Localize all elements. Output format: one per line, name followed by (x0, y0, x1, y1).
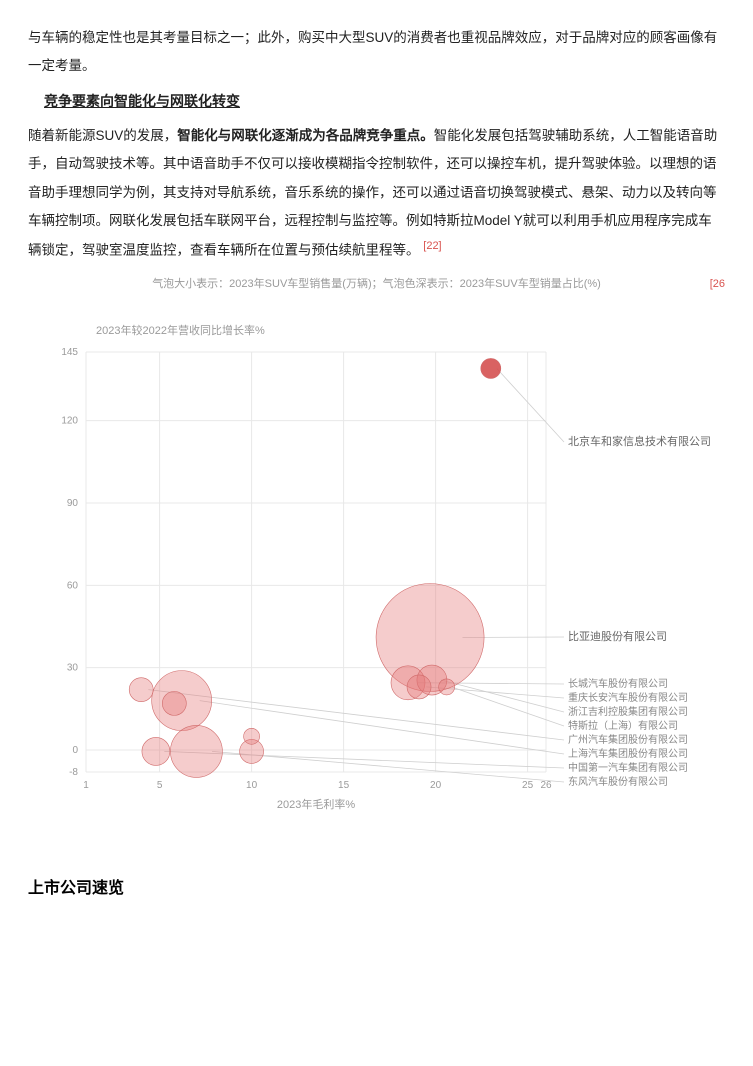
paragraph-continuation: 与车辆的稳定性也是其考量目标之一；此外，购买中大型SUV的消费者也重视品牌效应，… (28, 24, 725, 81)
subsection-heading: 竞争要素向智能化与网联化转变 (44, 93, 240, 109)
bubble-chart: -803060901201451510152025262023年较2022年营收… (28, 296, 725, 836)
svg-text:-8: -8 (69, 767, 78, 778)
svg-text:90: 90 (67, 498, 79, 509)
svg-text:5: 5 (157, 780, 163, 791)
svg-text:26: 26 (540, 780, 552, 791)
svg-text:2023年较2022年营收同比增长率%: 2023年较2022年营收同比增长率% (96, 323, 265, 337)
p1-a: 随着新能源SUV的发展， (28, 128, 177, 143)
paragraph-body: 随着新能源SUV的发展，智能化与网联化逐渐成为各品牌竞争重点。智能化发展包括驾驶… (28, 122, 725, 265)
svg-text:0: 0 (72, 745, 78, 756)
svg-text:2023年毛利率%: 2023年毛利率% (277, 797, 355, 811)
svg-text:重庆长安汽车股份有限公司: 重庆长安汽车股份有限公司 (568, 691, 688, 704)
svg-text:东风汽车股份有限公司: 东风汽车股份有限公司 (568, 775, 668, 788)
svg-text:北京车和家信息技术有限公司: 北京车和家信息技术有限公司 (568, 434, 711, 448)
bubble-chart-container: [26 气泡大小表示：2023年SUV车型销售量(万辆)；气泡色深表示：2023… (28, 273, 725, 836)
footnote-ref-26: [26 (710, 273, 725, 296)
svg-text:145: 145 (61, 347, 78, 358)
svg-text:60: 60 (67, 581, 79, 592)
svg-text:广州汽车集团股份有限公司: 广州汽车集团股份有限公司 (568, 733, 688, 746)
svg-text:120: 120 (61, 416, 78, 427)
svg-text:1: 1 (83, 780, 89, 791)
svg-text:特斯拉（上海）有限公司: 特斯拉（上海）有限公司 (568, 719, 678, 732)
svg-text:30: 30 (67, 663, 79, 674)
section-heading: 上市公司速览 (28, 872, 725, 906)
p1-b-bold: 智能化与网联化逐渐成为各品牌竞争重点。 (177, 128, 434, 143)
chart-caption: 气泡大小表示：2023年SUV车型销售量(万辆)；气泡色深表示：2023年SUV… (28, 273, 725, 296)
svg-text:15: 15 (338, 780, 350, 791)
svg-text:上海汽车集团股份有限公司: 上海汽车集团股份有限公司 (568, 747, 688, 760)
svg-text:20: 20 (430, 780, 442, 791)
footnote-ref-22: [22] (423, 240, 441, 252)
svg-text:浙江吉利控股集团有限公司: 浙江吉利控股集团有限公司 (568, 705, 688, 718)
svg-text:比亚迪股份有限公司: 比亚迪股份有限公司 (568, 629, 667, 643)
svg-text:25: 25 (522, 780, 534, 791)
p1-c: 智能化发展包括驾驶辅助系统，人工智能语音助手，自动驾驶技术等。其中语音助手不仅可… (28, 128, 717, 258)
svg-text:长城汽车股份有限公司: 长城汽车股份有限公司 (568, 677, 668, 690)
svg-text:中国第一汽车集团有限公司: 中国第一汽车集团有限公司 (568, 761, 688, 774)
svg-text:10: 10 (246, 780, 258, 791)
